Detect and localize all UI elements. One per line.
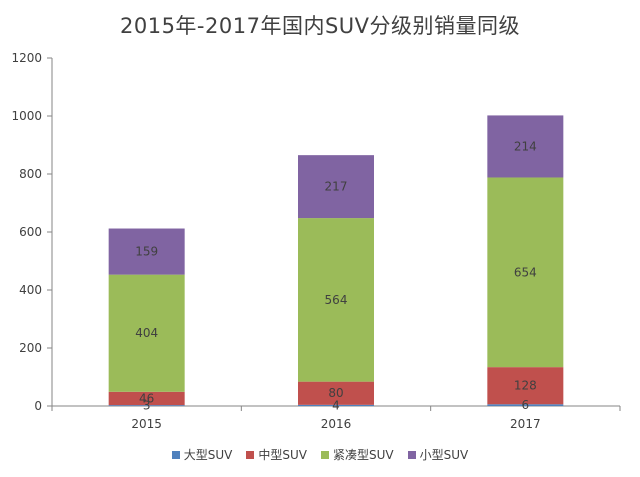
legend-item: 紧凑型SUV <box>321 446 394 463</box>
data-label: 80 <box>328 386 343 400</box>
y-tick-label: 400 <box>19 283 42 297</box>
data-label: 404 <box>135 326 158 340</box>
legend-swatch <box>408 451 416 459</box>
legend-label: 小型SUV <box>420 446 469 463</box>
y-tick-label: 1200 <box>11 51 42 65</box>
legend-item: 大型SUV <box>172 446 233 463</box>
x-tick-label: 2017 <box>510 417 541 431</box>
data-label: 46 <box>139 391 154 405</box>
legend-swatch <box>246 451 254 459</box>
y-tick-label: 1000 <box>11 109 42 123</box>
legend-label: 中型SUV <box>258 446 307 463</box>
y-tick-label: 600 <box>19 225 42 239</box>
data-label: 564 <box>325 293 348 307</box>
legend-label: 大型SUV <box>184 446 233 463</box>
legend: 大型SUV 中型SUV 紧凑型SUV 小型SUV <box>0 446 640 463</box>
x-tick-label: 2016 <box>321 417 352 431</box>
data-label: 217 <box>325 180 348 194</box>
y-tick-label: 200 <box>19 341 42 355</box>
data-label: 159 <box>135 245 158 259</box>
y-tick-label: 800 <box>19 167 42 181</box>
data-label: 214 <box>514 139 537 153</box>
legend-swatch <box>321 451 329 459</box>
data-label: 4 <box>332 398 340 412</box>
data-label: 128 <box>514 379 537 393</box>
legend-label: 紧凑型SUV <box>333 446 394 463</box>
x-tick-label: 2015 <box>131 417 162 431</box>
legend-item: 中型SUV <box>246 446 307 463</box>
legend-item: 小型SUV <box>408 446 469 463</box>
bars <box>109 115 564 406</box>
legend-swatch <box>172 451 180 459</box>
data-label: 6 <box>522 398 530 412</box>
data-label: 654 <box>514 265 537 279</box>
y-tick-label: 0 <box>34 399 42 413</box>
